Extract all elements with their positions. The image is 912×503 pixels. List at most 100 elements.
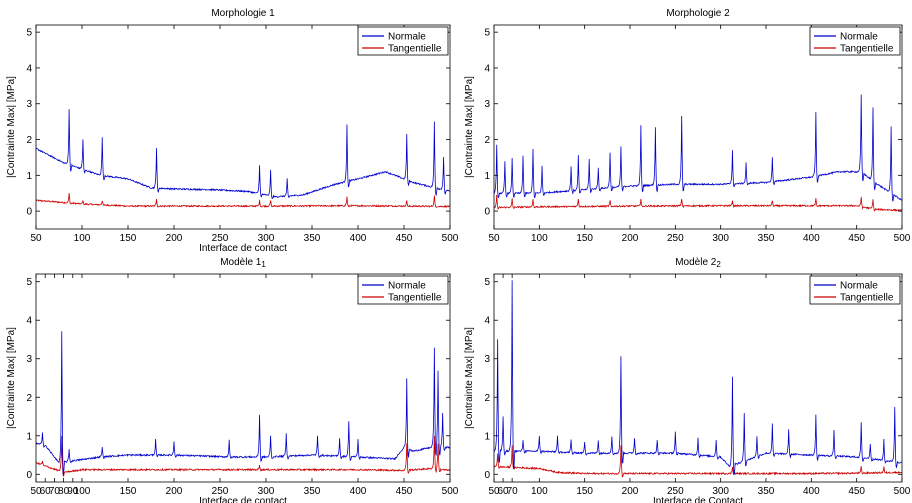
x-tick-label: 350 [304, 233, 321, 244]
x-tick-label: 500 [894, 486, 911, 497]
x-tick-label: 300 [712, 486, 729, 497]
series-line-tangentielle [36, 435, 450, 477]
x-tick-label: 300 [258, 233, 275, 244]
x-tick-label: 400 [803, 233, 820, 244]
x-tick-label: 100 [531, 233, 548, 244]
x-tick-label: 200 [166, 486, 183, 497]
plot-frame [493, 24, 903, 230]
y-tick-label: 1 [484, 431, 490, 442]
y-tick-label: 2 [26, 393, 32, 404]
x-tick-label: 50 [30, 233, 42, 244]
series-line-tangentielle [494, 194, 902, 212]
y-tick-label: 0 [484, 470, 490, 481]
x-axis-label: Interface de contact [199, 496, 287, 503]
x-tick-label: 200 [622, 486, 639, 497]
chart-panel-2: 50 100 150 200 250 300 350 400 450 500 0 1 2 3 4 5 Morph… [464, 8, 911, 244]
y-tick-label: 2 [26, 135, 32, 146]
x-tick-label: 70 [507, 486, 519, 497]
series-line-normale [494, 94, 902, 202]
x-tick-label: 450 [396, 233, 413, 244]
x-tick-label: 250 [667, 486, 684, 497]
y-axis-label: |Contrainte Max| [MPa] [464, 327, 475, 429]
y-tick-label: 0 [26, 470, 32, 481]
x-tick-label: 90 [67, 486, 79, 497]
y-tick-label: 1 [26, 171, 32, 182]
x-tick-label: 100 [74, 486, 91, 497]
x-tick-label: 200 [166, 233, 183, 244]
y-tick-label: 4 [26, 316, 32, 327]
y-axis-label: |Contrainte Max| [MPa] [464, 76, 475, 178]
chart-title: Morphologie 2 [666, 8, 730, 19]
x-axis-label: Interface de contact [199, 243, 287, 254]
legend-box [357, 26, 449, 56]
x-tick-label: 450 [848, 486, 865, 497]
legend-label-normale: Normale [388, 281, 426, 292]
plot-area [36, 25, 450, 229]
y-tick-label: 1 [484, 171, 490, 182]
legend-label-tangentielle: Tangentielle [388, 44, 442, 55]
series-line-normale [494, 280, 902, 475]
legend-box [809, 275, 901, 305]
plot-frame [493, 273, 903, 483]
x-tick-label: 400 [803, 486, 820, 497]
x-tick-label: 500 [442, 486, 459, 497]
x-tick-label: 450 [396, 486, 413, 497]
y-axis-label: |Contrainte Max| [MPa] [6, 76, 17, 178]
x-tick-label: 80 [58, 486, 70, 497]
x-tick-label: 450 [848, 233, 865, 244]
legend-label-normale: Normale [388, 32, 426, 43]
x-tick-label: 200 [622, 233, 639, 244]
y-tick-label: 5 [26, 277, 32, 288]
x-tick-label: 100 [74, 233, 91, 244]
x-tick-label: 70 [49, 486, 61, 497]
y-tick-label: 4 [484, 63, 490, 74]
series-line-tangentielle [36, 193, 450, 208]
x-tick-label: 350 [758, 233, 775, 244]
chart-panel-1: 50 100 150 200 250 300 350 400 450 500 0 1 2 3 4 5 Morph… [6, 8, 459, 254]
x-tick-label: 250 [667, 233, 684, 244]
x-tick-label: 250 [212, 486, 229, 497]
y-tick-label: 4 [26, 63, 32, 74]
x-tick-label: 500 [894, 233, 911, 244]
legend-label-normale: Normale [840, 32, 878, 43]
chart-title: Modèle 11 [220, 257, 266, 269]
legend-label-tangentielle: Tangentielle [388, 293, 442, 304]
y-tick-label: 4 [484, 316, 490, 327]
x-axis-label: Interface de Contact [653, 496, 743, 503]
series-line-normale [36, 331, 450, 476]
plot-frame [35, 24, 451, 230]
series-line-tangentielle [494, 445, 902, 478]
legend-label-tangentielle: Tangentielle [840, 44, 894, 55]
x-tick-label: 300 [258, 486, 275, 497]
x-tick-label: 350 [758, 486, 775, 497]
x-tick-label: 500 [442, 233, 459, 244]
x-tick-label: 100 [531, 486, 548, 497]
plot-area [494, 25, 902, 229]
x-tick-label: 150 [120, 233, 137, 244]
y-axis-label: |Contrainte Max| [MPa] [6, 327, 17, 429]
legend-box [809, 26, 901, 56]
x-tick-label: 150 [576, 233, 593, 244]
x-tick-label: 400 [350, 233, 367, 244]
legend-label-normale: Normale [840, 281, 878, 292]
x-tick-label: 50 [488, 486, 500, 497]
y-tick-label: 0 [484, 207, 490, 218]
x-tick-label: 50 [488, 233, 500, 244]
y-tick-label: 3 [26, 354, 32, 365]
x-tick-label: 60 [498, 486, 510, 497]
y-tick-label: 3 [484, 99, 490, 110]
y-tick-label: 2 [484, 393, 490, 404]
series-line-normale [36, 109, 450, 199]
plot-area [494, 274, 902, 482]
plot-frame [35, 273, 451, 483]
y-tick-label: 1 [26, 431, 32, 442]
chart-title: Morphologie 1 [211, 8, 275, 19]
y-tick-label: 2 [484, 135, 490, 146]
y-tick-label: 5 [484, 28, 490, 39]
